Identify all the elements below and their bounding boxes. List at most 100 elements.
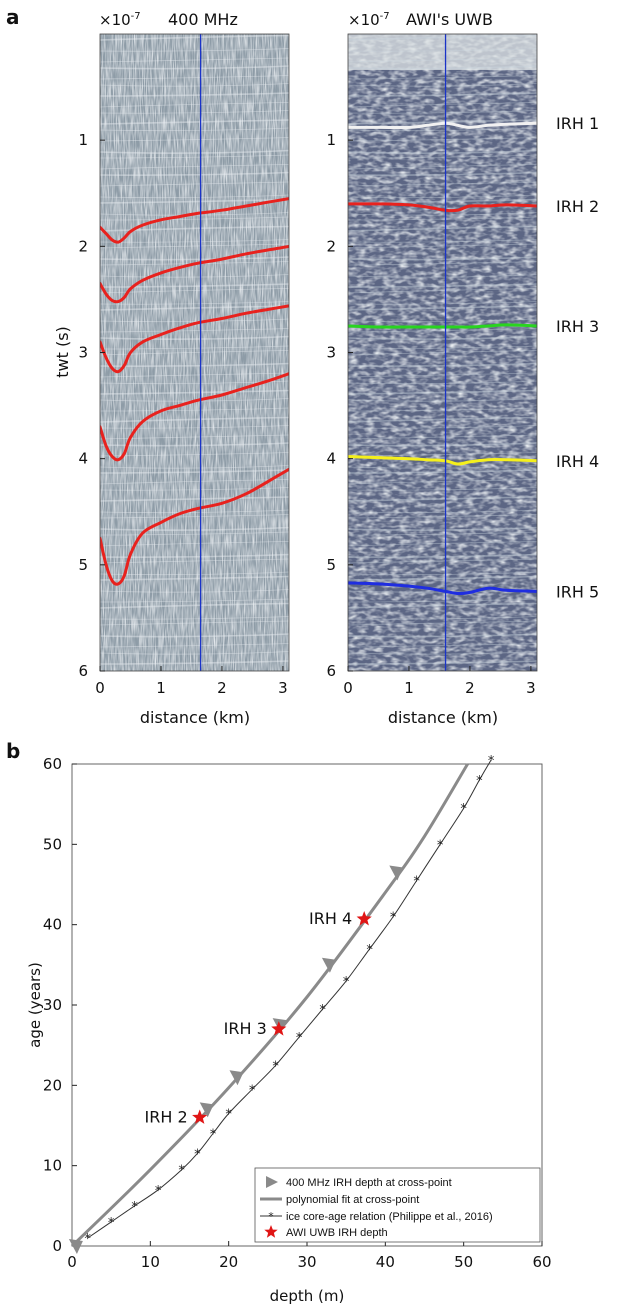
radargram-layer [100,171,289,177]
radargram-layer [100,137,289,142]
radargram-layer [348,345,537,350]
polynomial-fit-line [70,763,469,1248]
radargram-layer [348,283,537,288]
y-tick-label: 5 [326,556,336,574]
radargram-layer [348,509,537,514]
ice-core-age-line [87,759,492,1239]
radargram-layer [348,110,537,114]
ice-core-age-marker: * [413,874,420,889]
radargram-layer [348,181,537,187]
radargram-layer [100,571,289,576]
legend-item-star: AWI UWB IRH depth [286,1227,388,1239]
x-tick-label: 20 [219,1253,238,1271]
y-tick-label: 6 [326,662,336,680]
radargram-uwb-layers [348,34,537,665]
radargram-layer [348,372,537,378]
radargram-layer [100,102,289,108]
radargram-layer [348,541,537,547]
x-tick-label: 40 [376,1253,395,1271]
radargram-layer [100,65,289,70]
radargram-layer [348,328,537,333]
radargram-layer [348,380,537,385]
radargram-layer [348,225,537,232]
ice-core-age-marker: * [210,1128,217,1143]
radargram-layer [348,194,537,199]
irh-line-3 [100,304,289,374]
radargram-layer [100,305,289,311]
y-tick-label: 2 [326,237,336,255]
radargram-layer [348,633,537,638]
radargram-layer [348,651,537,655]
xlabel-depth: depth (m) [270,1287,345,1305]
radargram-layer [100,442,289,447]
radargram-layer [348,261,537,266]
ylabel-twt: twt (s) [53,326,72,378]
y-tick-label: 40 [43,916,62,934]
radargram-layer [348,212,537,216]
x-tick-label: 0 [343,679,353,697]
radargram-layer [100,335,289,340]
irh-label-2: IRH 2 [556,197,599,216]
radargram-layer [348,127,537,132]
radargram-layer [100,620,289,626]
radargram-layer [100,328,289,333]
x-tick-label: 3 [278,679,288,697]
radargram-layer [348,243,537,249]
radargram-layer [100,110,289,114]
radargram-layer [100,541,289,547]
ice-core-age-marker: * [194,1148,201,1163]
radargram-layer [348,575,537,581]
ice-core-age-marker: * [437,838,444,853]
title-400mhz: 400 MHz [168,10,238,29]
x-tick-label: 1 [404,679,414,697]
radargram-layer [100,509,289,514]
ice-core-age-marker: * [131,1200,138,1215]
radargram-layer [348,416,537,423]
ice-core-age-marker: * [178,1164,185,1179]
x-tick-label: 50 [454,1253,473,1271]
radargram-layer [100,465,289,469]
radargram-layer [100,243,289,249]
radargram-layer [348,335,537,340]
radargram-layer [348,65,537,70]
xlabel-uwb: distance (km) [388,708,498,727]
ice-core-age-marker: * [488,754,495,769]
radargram-layer [348,83,537,87]
x-tick-label: 10 [141,1253,160,1271]
radargram-layer [100,194,289,199]
radargram-layer [100,479,289,485]
legend-triangle-icon [266,1176,278,1188]
exponent-label-uwb: ×10-7 [348,11,390,29]
radargram-layer [348,362,537,368]
y-tick-label: 20 [43,1076,62,1094]
irh-400mhz-triangle [321,957,336,973]
radargram-layer [100,425,289,429]
radargram-layer [100,598,289,603]
axis-ticks-age-depth: 0 10 20 30 40 50 60 0 10 20 30 40 50 60 [43,755,552,1271]
y-tick-label: 3 [78,344,88,362]
y-tick-label: 3 [326,344,336,362]
radargram-layer [100,651,289,655]
awi-uwb-irh-star [271,1021,287,1036]
radargram-layer [348,149,537,154]
radargram-layer [348,301,537,305]
radargram-layer [100,92,289,97]
radargram-layer [100,416,289,423]
radargram-layer [100,345,289,350]
radargram-layer [100,83,289,87]
radargram-layer [348,102,537,108]
x-tick-label: 30 [297,1253,316,1271]
legend-box [254,1167,541,1243]
radargram-layer [100,633,289,638]
radargram-layer [100,553,289,559]
xlabel-400mhz: distance (km) [140,708,250,727]
irh-400mhz-lines [100,197,289,586]
radargram-layer [348,48,537,52]
radargram-layer [348,660,537,665]
y-tick-label: 6 [78,662,88,680]
radargram-layer [348,398,537,402]
irh-line-3 [348,323,537,329]
radargram-layer [348,558,537,564]
radargram-layer [100,643,289,648]
ylabel-age: age (years) [26,962,44,1048]
